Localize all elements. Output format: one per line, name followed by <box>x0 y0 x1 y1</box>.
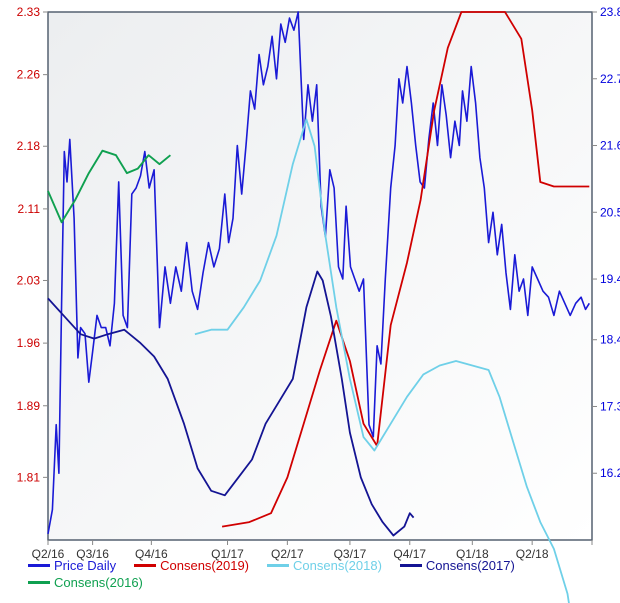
left-tick-label: 2.26 <box>17 68 41 82</box>
legend-swatch <box>267 564 289 567</box>
left-tick-label: 1.89 <box>17 399 41 413</box>
left-tick-label: 2.11 <box>18 202 41 216</box>
legend-swatch <box>28 581 50 584</box>
right-tick-label: 16.2 <box>600 466 620 480</box>
right-tick-label: 23.8 <box>600 5 620 19</box>
legend-label: Price Daily <box>54 558 116 573</box>
chart-svg: 1.81 1.89 1.96 2.03 2.11 2.18 2.26 2.33 16.2 17.3… <box>0 0 620 603</box>
legend-swatch <box>28 564 50 567</box>
legend-label: Consens(2017) <box>426 558 515 573</box>
legend-swatch <box>400 564 422 567</box>
legend-label: Consens(2019) <box>160 558 249 573</box>
legend-label: Consens(2018) <box>293 558 382 573</box>
right-tick-label: 17.3 <box>600 399 620 413</box>
right-tick-label: 20.5 <box>600 205 620 219</box>
legend-row: Price Daily Consens(2019) Consens(2018) Con… <box>28 558 533 573</box>
left-tick-label: 2.18 <box>17 139 41 153</box>
legend-swatch <box>134 564 156 567</box>
left-tick-label: 1.81 <box>17 470 41 484</box>
legend: Price Daily Consens(2019) Consens(2018) Con… <box>28 558 533 592</box>
left-tick-label: 2.33 <box>17 5 41 19</box>
left-tick-label: 2.03 <box>17 273 41 287</box>
right-tick-label: 18.4 <box>600 333 620 347</box>
right-tick-label: 21.6 <box>600 139 620 153</box>
legend-label: Consens(2016) <box>54 575 143 590</box>
chart-container: 1.81 1.89 1.96 2.03 2.11 2.18 2.26 2.33 16.2 17.3… <box>0 0 620 603</box>
right-tick-label: 19.4 <box>600 272 620 286</box>
right-tick-label: 22.7 <box>600 72 620 86</box>
left-tick-label: 1.96 <box>17 336 41 350</box>
legend-row: Consens(2016) <box>28 575 533 590</box>
